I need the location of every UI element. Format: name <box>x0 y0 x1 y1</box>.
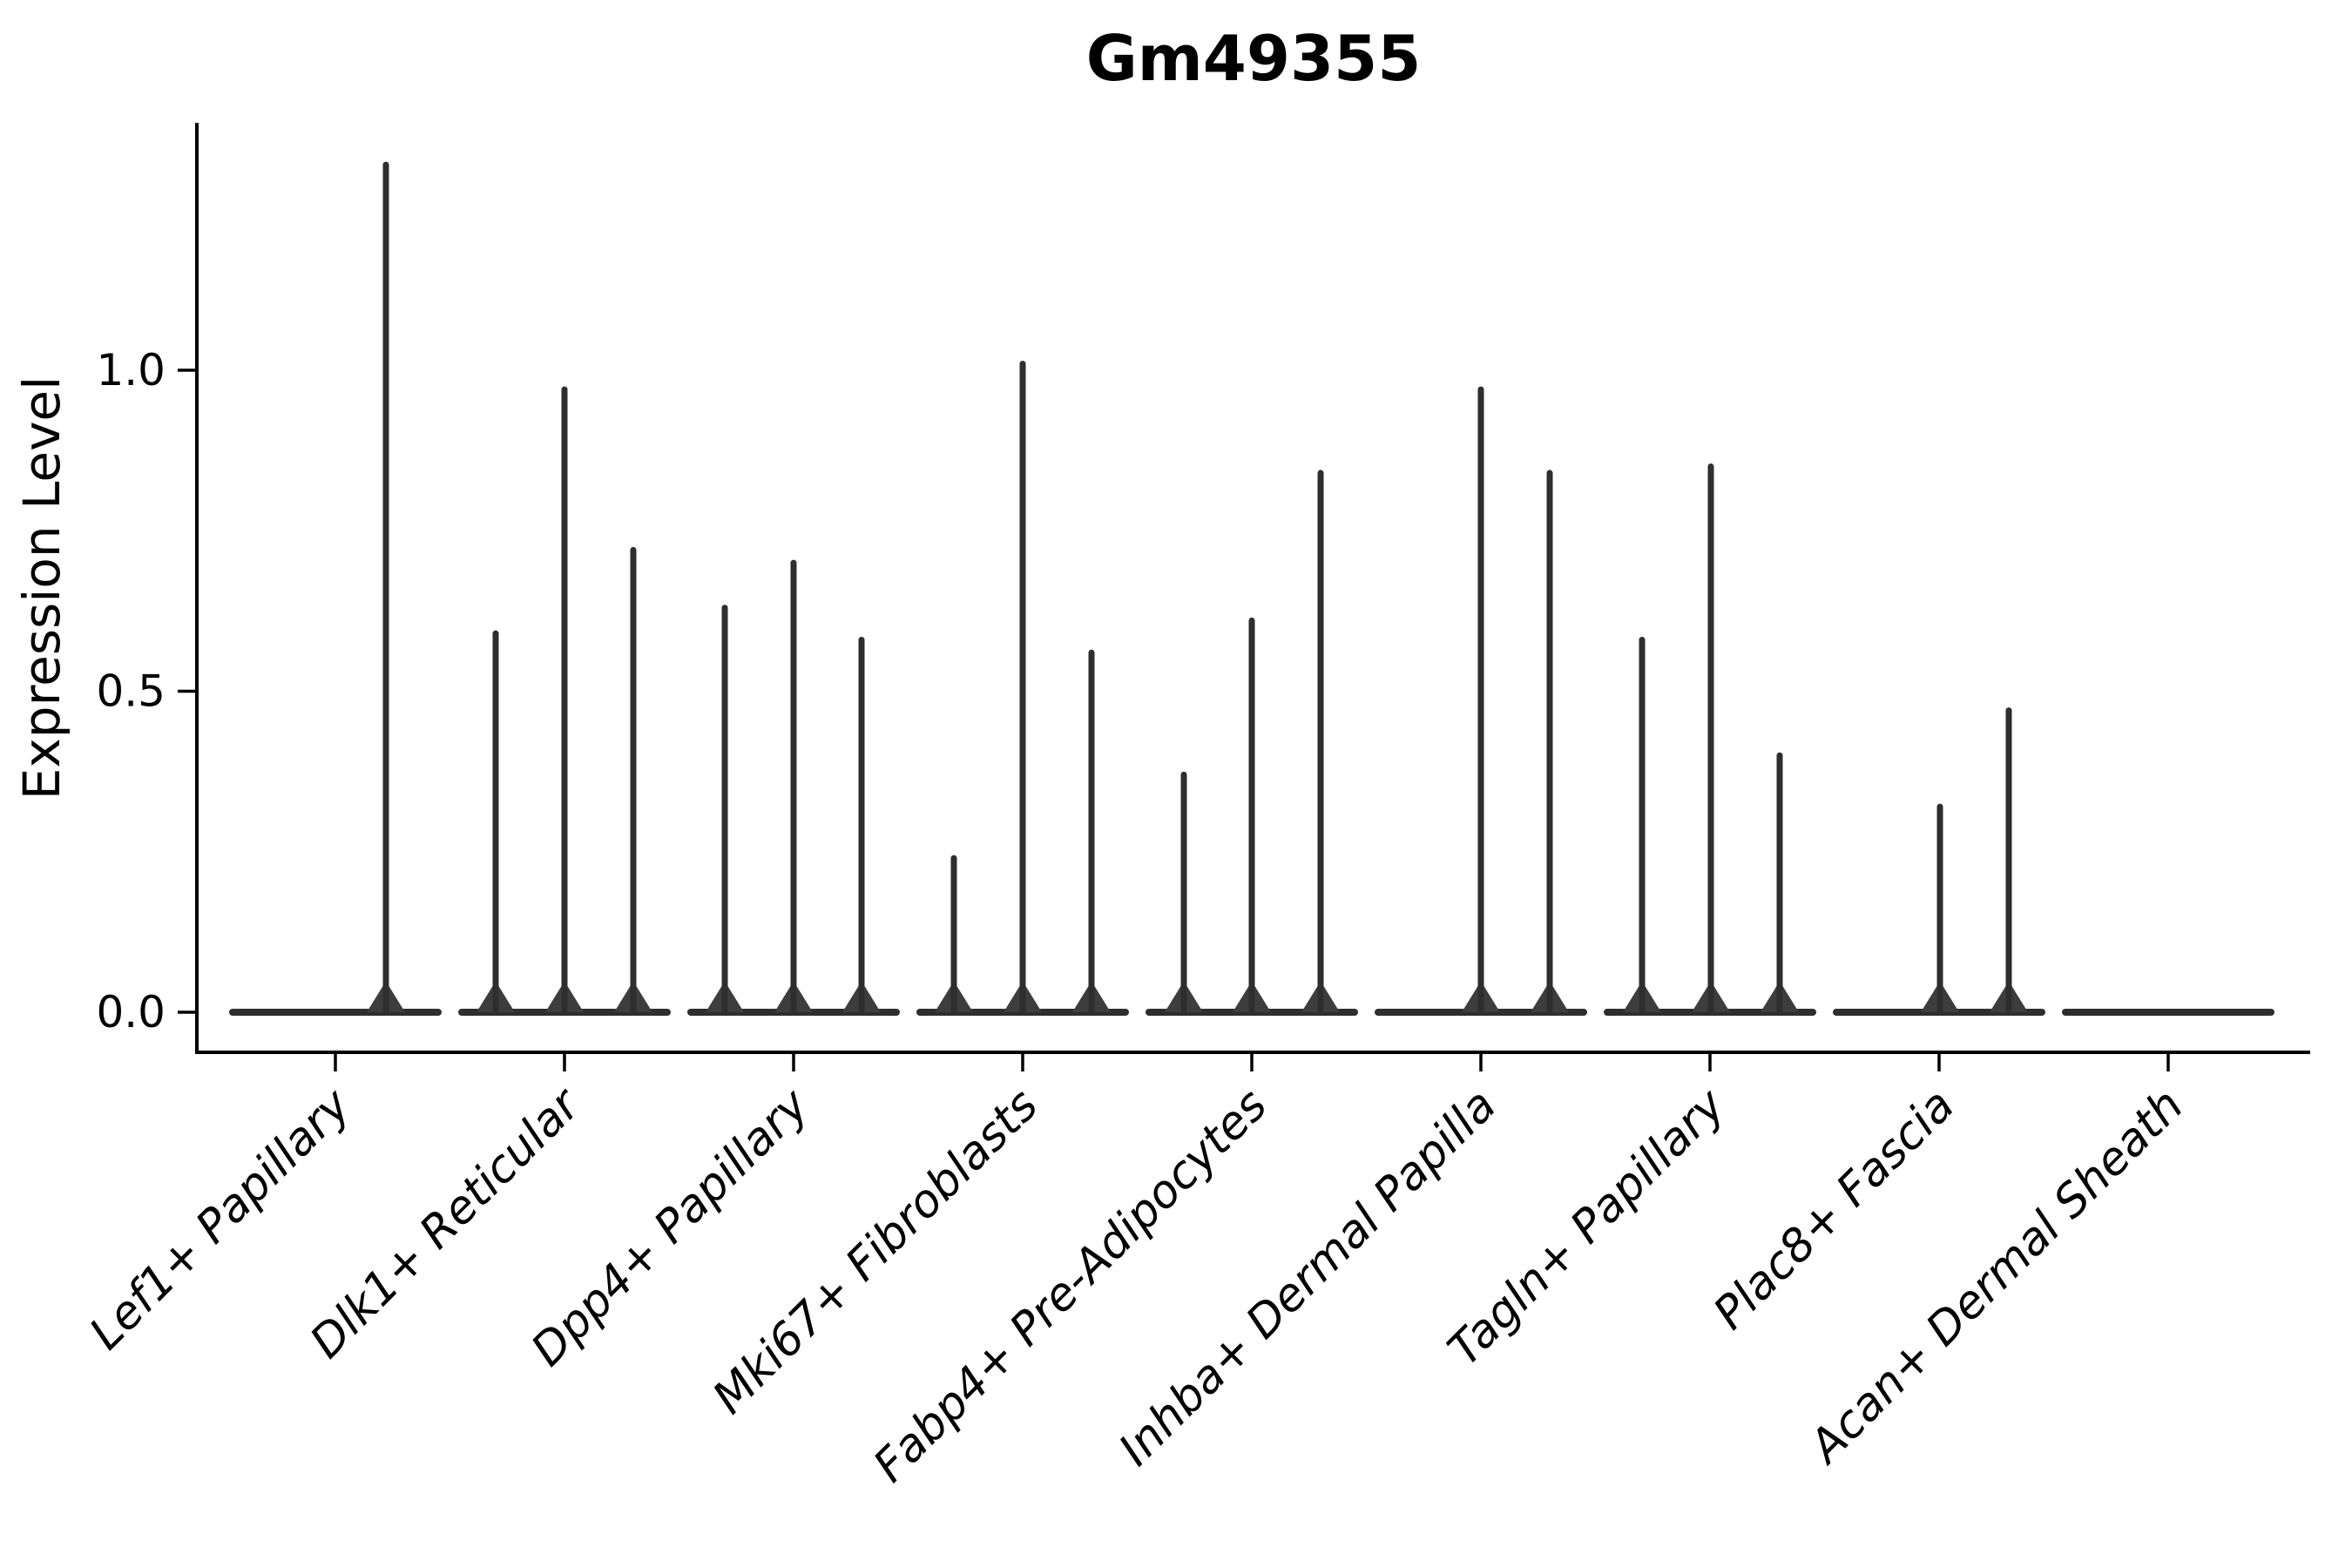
y-tick-label: 0.0 <box>96 987 166 1037</box>
violin-group <box>1375 386 1587 1016</box>
x-tick-label: Acan+ Dermal Sheath <box>1798 1079 2193 1475</box>
x-axis-ticks <box>334 1052 2170 1071</box>
violin-group <box>687 559 900 1016</box>
y-tick-label: 1.0 <box>96 345 166 395</box>
violin-group <box>1833 707 2045 1016</box>
y-tick-label: 0.5 <box>96 666 166 717</box>
x-tick-label: Plac8+ Fascia <box>1704 1079 1964 1340</box>
x-tick-label: Fabp4+ Pre-Adipocytes <box>864 1079 1278 1493</box>
violins <box>229 161 2274 1016</box>
violin-group <box>1146 470 1358 1016</box>
plot-title: Gm49355 <box>1086 22 1422 95</box>
y-axis-ticks: 0.0 0.5 1.0 <box>96 345 197 1037</box>
y-axis-label: Expression Level <box>12 376 71 800</box>
violin-group <box>916 361 1129 1016</box>
violin-group <box>458 386 671 1016</box>
violin-group <box>1604 463 1816 1016</box>
violin-group <box>229 161 442 1016</box>
x-tick-label: Inhba+ Dermal Papilla <box>1109 1079 1506 1477</box>
